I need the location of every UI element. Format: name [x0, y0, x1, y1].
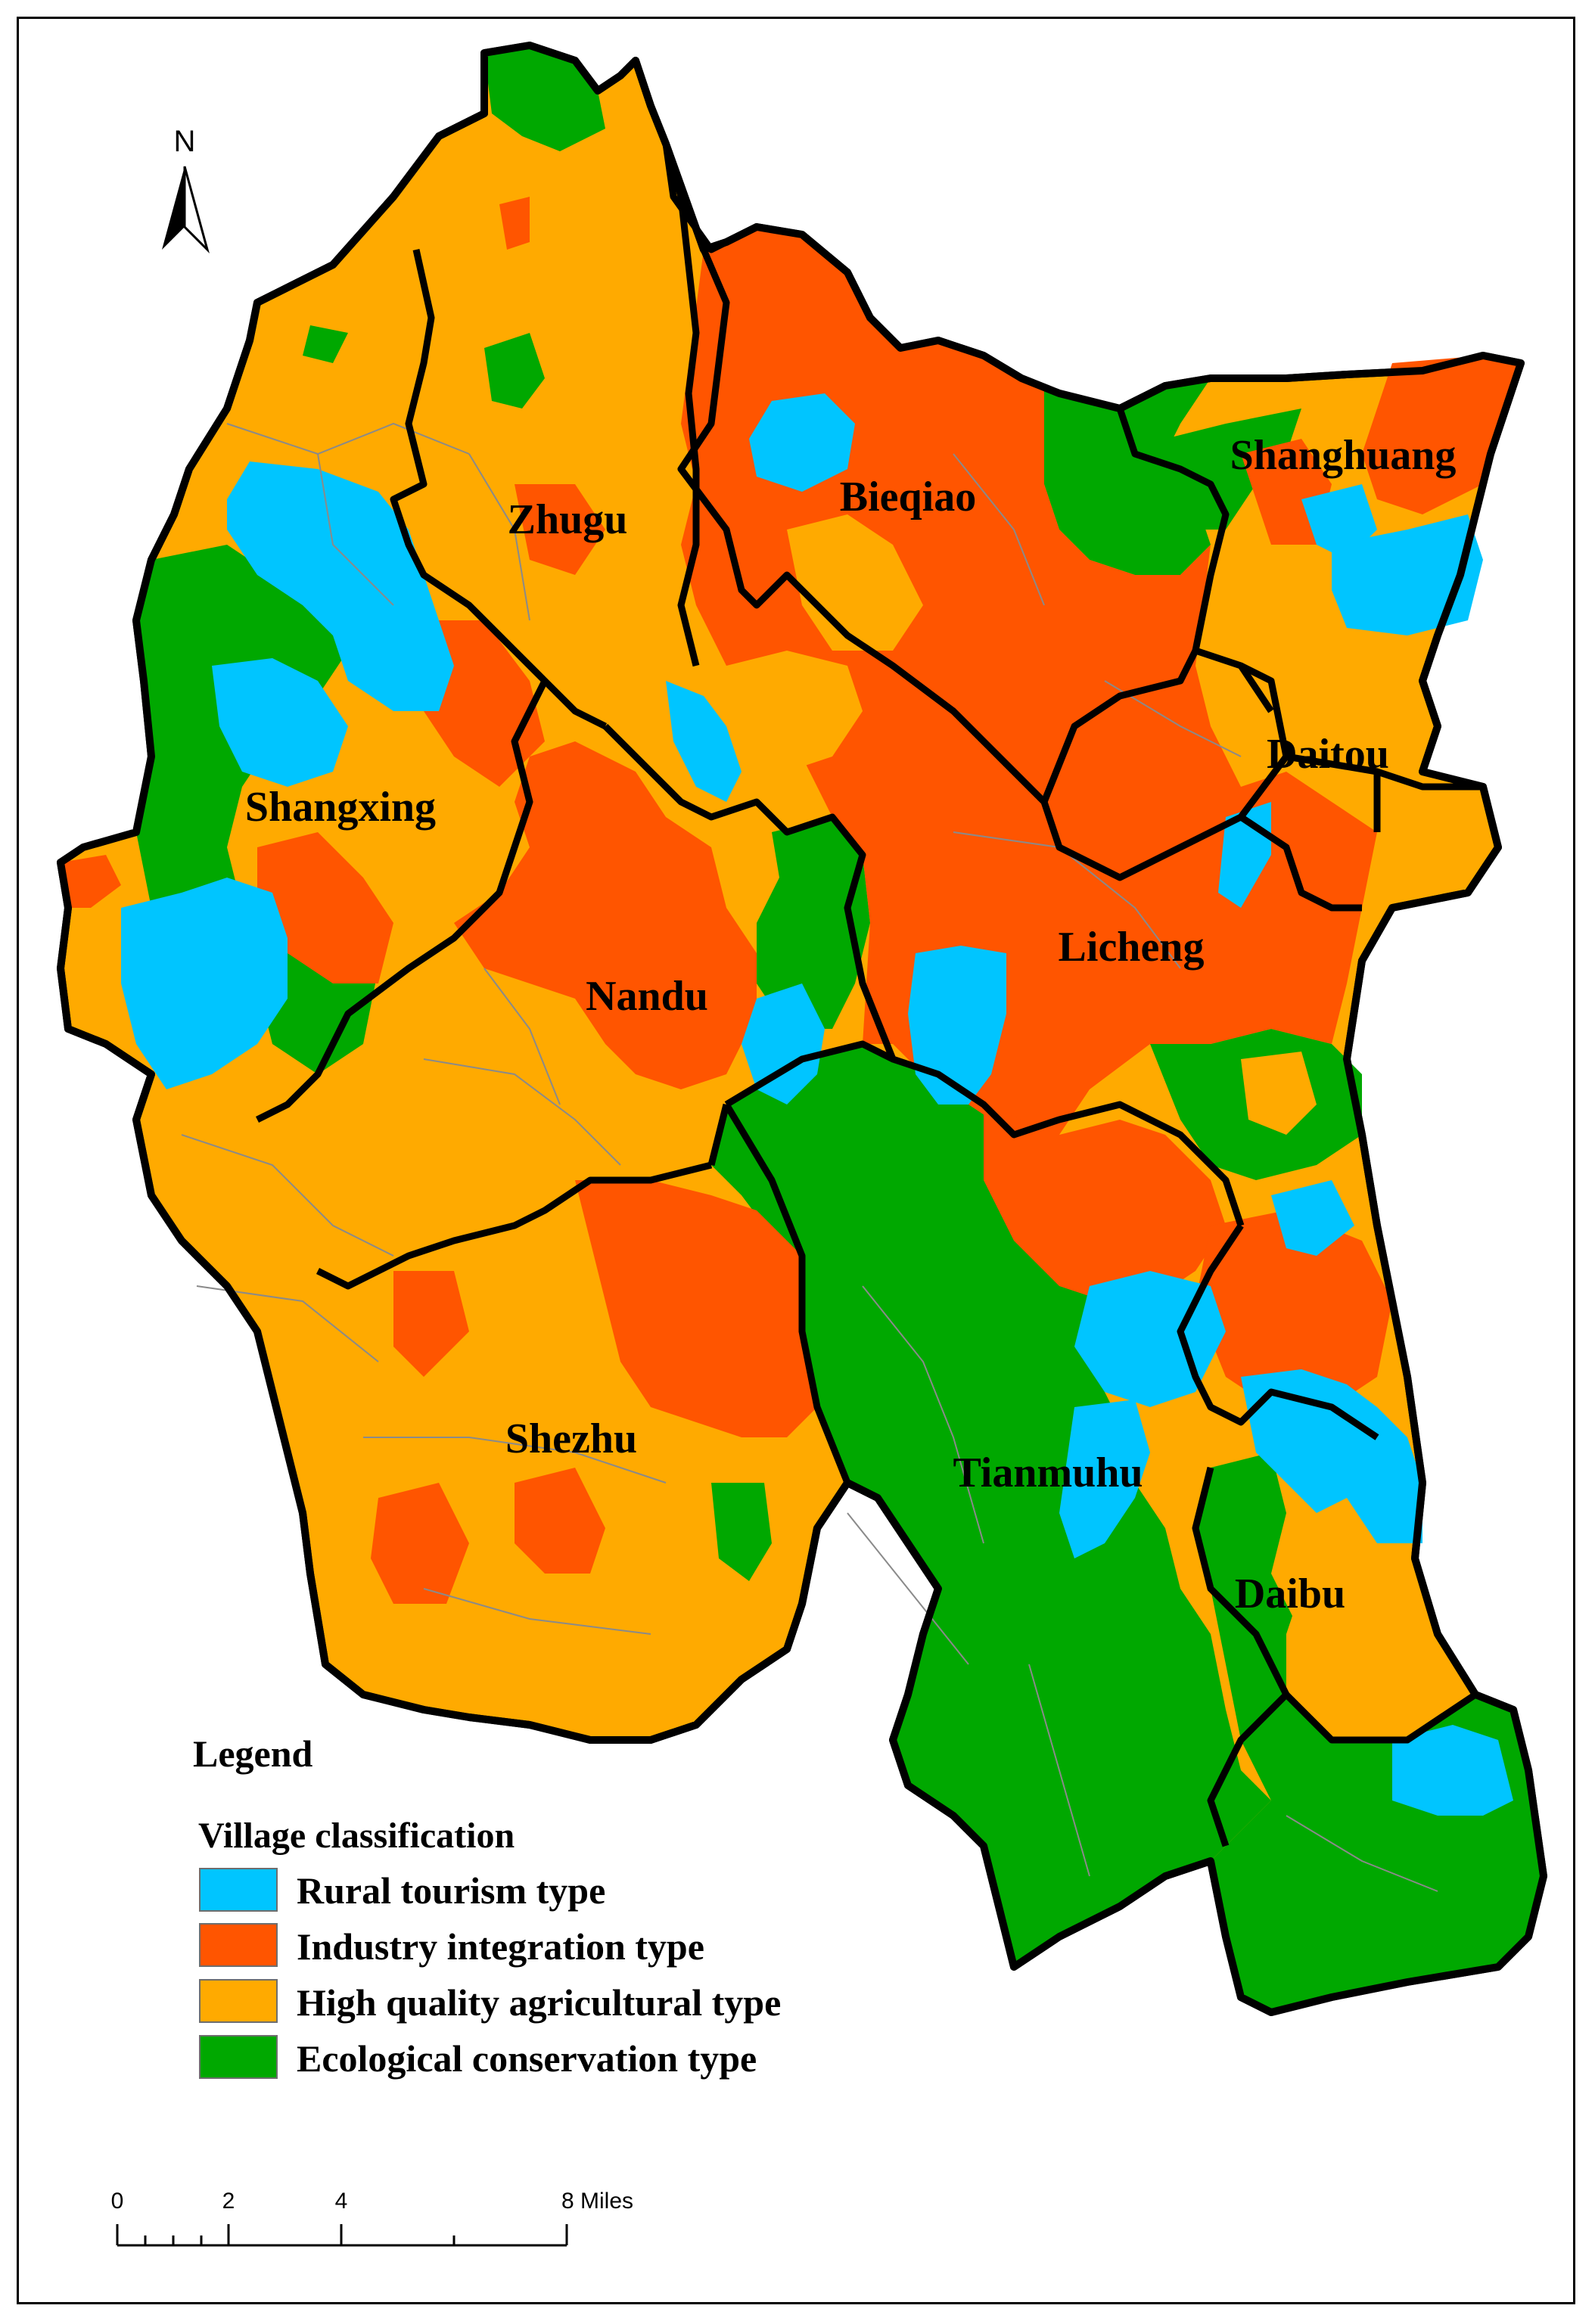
town-label-tianmuhu: Tianmuhu: [953, 1449, 1143, 1496]
patch-rural-tourism: [1271, 1180, 1354, 1256]
town-label-shanghuang: Shanghuang: [1230, 432, 1457, 479]
scale-bar: 0 2 4 8 Miles: [111, 2189, 633, 2247]
patch-ecological: [711, 1044, 1271, 1967]
scale-bar-line: [116, 2224, 568, 2247]
patch-industry: [515, 484, 605, 575]
patch-industry: [1362, 356, 1521, 514]
class-patches: [61, 45, 1544, 2012]
legend-label-industry: Industry integration type: [297, 1925, 704, 1968]
patch-rural-tourism: [121, 878, 288, 1089]
patch-ecological: [1195, 1452, 1544, 2012]
legend-subtitle: Village classification: [198, 1816, 515, 1856]
legend-label-ecological: Ecological conservation type: [297, 2037, 757, 2080]
legend-swatch-agricultural: [199, 1979, 278, 2023]
patch-rural-tourism: [742, 983, 825, 1105]
patch-industry: [371, 1483, 469, 1604]
north-label: N: [174, 125, 196, 158]
outer-boundary: [57, 42, 1547, 2016]
patch-industry: [681, 227, 1377, 1135]
patch-ecological: [1044, 378, 1211, 575]
legend-title: Legend: [193, 1732, 313, 1775]
patch-industry: [515, 1468, 605, 1574]
patch-ecological: [484, 333, 545, 409]
scale-tick-4: 4: [335, 2189, 348, 2214]
patch-rural-tourism: [1392, 1725, 1513, 1816]
patch-rural-tourism: [212, 658, 348, 787]
patch-rural-tourism: [227, 461, 454, 711]
scale-tick-8: 8 Miles: [561, 2189, 633, 2214]
town-label-shezhu: Shezhu: [505, 1415, 637, 1462]
patch-industry: [984, 1105, 1226, 1301]
scale-tick-0: 0: [111, 2189, 124, 2214]
patch-industry: [257, 832, 393, 983]
north-arrow-icon: [162, 166, 210, 254]
town-label-bieqiao: Bieqiao: [840, 474, 976, 520]
town-label-licheng: Licheng: [1059, 924, 1205, 971]
town-label-daibu: Daibu: [1235, 1571, 1345, 1617]
patch-industry: [1195, 1210, 1392, 1407]
legend-label-rural-tourism: Rural tourism type: [297, 1869, 605, 1912]
patch-agricultural: [1286, 1543, 1422, 1725]
patch-rural-tourism: [1241, 1369, 1422, 1543]
patch-ecological: [484, 45, 605, 151]
town-label-shangxing: Shangxing: [245, 784, 436, 831]
patch-industry: [393, 1271, 469, 1377]
town-label-zhugu: Zhugu: [508, 496, 628, 543]
village-boundaries: [181, 422, 1438, 1892]
patch-rural-tourism: [666, 681, 742, 802]
patch-rural-tourism: [1059, 1400, 1150, 1558]
patch-ecological: [303, 325, 348, 363]
patch-ecological: [1135, 409, 1301, 530]
scale-tick-2: 2: [222, 2189, 235, 2214]
town-label-daitou: Daitou: [1267, 731, 1389, 778]
town-label-nandu: Nandu: [586, 973, 708, 1020]
patch-agricultural: [726, 651, 863, 772]
patch-agricultural: [787, 514, 923, 651]
patch-ecological: [711, 1483, 772, 1581]
patch-industry: [499, 197, 530, 250]
patch-rural-tourism: [749, 393, 855, 492]
patch-ecological: [757, 817, 870, 1029]
patch-industry: [575, 1180, 817, 1437]
north-arrow: N: [162, 125, 210, 254]
legend: Legend Village classification Rural tour…: [193, 1732, 781, 2080]
patch-industry: [454, 741, 757, 1089]
patch-industry: [61, 855, 121, 908]
legend-label-agricultural: High quality agricultural type: [297, 1981, 781, 2024]
legend-swatch-rural-tourism: [199, 1868, 278, 1912]
patch-rural-tourism: [1074, 1271, 1226, 1407]
legend-swatch-ecological: [199, 2035, 278, 2079]
town-labels: Zhugu Bieqiao Shanghuang Daitou Shangxin…: [245, 432, 1457, 1617]
legend-swatch-industry: [199, 1923, 278, 1967]
patch-rural-tourism: [908, 946, 1006, 1105]
patch-agricultural: [1241, 1052, 1317, 1135]
